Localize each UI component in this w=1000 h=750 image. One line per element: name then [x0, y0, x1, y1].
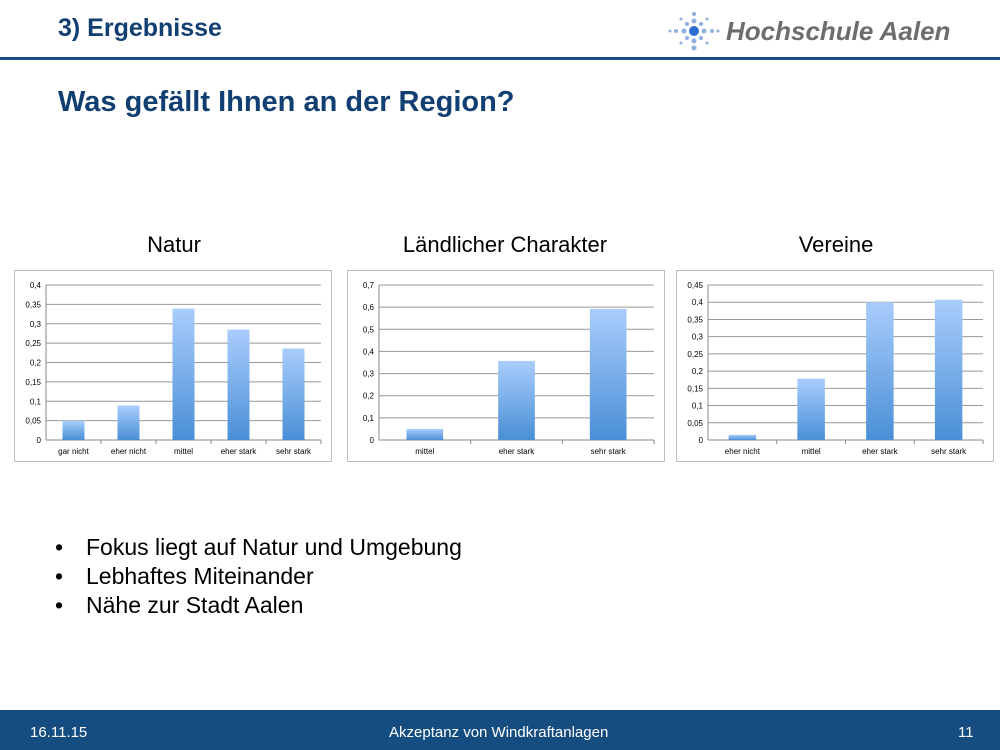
y-tick-label: 0,3 [30, 320, 42, 329]
y-tick-label: 0,2 [30, 359, 42, 368]
footer: 16.11.15 Akzeptanz von Windkraftanlagen … [0, 710, 1000, 750]
footer-topic: Akzeptanz von Windkraftanlagen [389, 724, 609, 741]
y-tick-label: 0,5 [363, 325, 375, 334]
y-tick-label: 0,6 [363, 303, 375, 312]
bar [589, 308, 627, 440]
x-tick-label: gar nicht [58, 447, 89, 456]
y-tick-label: 0,05 [25, 417, 41, 426]
x-tick-label: sehr stark [591, 447, 627, 456]
bullet-item: • Nähe zur Stadt Aalen [55, 592, 462, 621]
bullet-list: • Fokus liegt auf Natur und Umgebung • Leb… [55, 534, 462, 621]
chart-laendlich: 0 0,1 0,2 0,3 0,4 0,5 0,6 0,7 mittel eher stark se… [347, 270, 665, 462]
footer-page-number: 11 [958, 724, 974, 741]
chart-natur: 0 0,05 0,1 0,15 0,2 0,25 0,3 0,35 0,4 gar nicht eh… [14, 270, 332, 462]
y-tick-label: 0 [370, 436, 375, 445]
x-tick-label: sehr stark [931, 447, 967, 456]
bullet-text: Fokus liegt auf Natur und Umgebung [86, 534, 462, 560]
logo-text: Hochschule Aalen [726, 15, 951, 46]
y-tick-label: 0,3 [692, 333, 704, 342]
footer-date: 16.11.15 [30, 724, 88, 741]
bar [172, 308, 195, 440]
y-tick-label: 0,4 [363, 347, 375, 356]
y-tick-label: 0,25 [687, 350, 703, 359]
x-tick-label: eher stark [221, 447, 258, 456]
chart-title-natur: Natur [147, 232, 201, 257]
bar [934, 299, 963, 440]
y-tick-label: 0 [699, 436, 704, 445]
bar [866, 302, 894, 440]
y-tick-label: 0,25 [25, 339, 41, 348]
x-tick-label: eher stark [862, 447, 899, 456]
y-tick-label: 0,1 [692, 402, 704, 411]
bar [797, 378, 825, 440]
x-tick-label: eher nicht [725, 447, 761, 456]
bar [282, 348, 305, 440]
chart-title-laendlich: Ländlicher Charakter [402, 232, 608, 257]
page-title: Was gefällt Ihnen an der Region? [58, 86, 515, 118]
y-tick-label: 0,05 [687, 419, 703, 428]
x-tick-label: mittel [174, 447, 193, 456]
star-burst-icon [668, 12, 720, 51]
bar [62, 420, 85, 440]
chart-vereine: 0 0,05 0,1 0,15 0,2 0,25 0,3 0,35 0,4 0,45 eher ni… [676, 270, 994, 462]
bullet-text: Lebhaftes Miteinander [86, 563, 314, 589]
y-tick-label: 0,35 [25, 300, 41, 309]
y-tick-label: 0,35 [687, 315, 703, 324]
bar [406, 428, 444, 440]
y-tick-label: 0,2 [363, 392, 375, 401]
y-tick-label: 0,7 [363, 281, 375, 290]
y-tick-label: 0,15 [25, 378, 41, 387]
logo: Hochschule Aalen [668, 10, 950, 52]
x-tick-label: mittel [415, 447, 434, 456]
y-tick-label: 0,1 [363, 414, 375, 423]
bar [117, 405, 140, 440]
y-tick-label: 0 [37, 436, 42, 445]
chart-title-vereine: Vereine [798, 232, 874, 257]
y-tick-label: 0,15 [687, 384, 703, 393]
y-tick-label: 0,45 [687, 281, 703, 290]
bullet-item: • Fokus liegt auf Natur und Umgebung [55, 534, 462, 563]
bar [498, 360, 535, 440]
x-tick-label: mittel [802, 447, 821, 456]
header-divider [0, 57, 1000, 60]
x-tick-label: eher stark [499, 447, 536, 456]
x-tick-label: eher nicht [111, 447, 147, 456]
bullet-text: Nähe zur Stadt Aalen [86, 592, 304, 618]
y-tick-label: 0,2 [692, 367, 704, 376]
y-tick-label: 0,4 [30, 281, 42, 290]
section-heading: 3) Ergebnisse [58, 14, 222, 42]
bar [728, 434, 757, 440]
x-tick-label: sehr stark [276, 447, 312, 456]
bullet-item: • Lebhaftes Miteinander [55, 563, 462, 592]
y-tick-label: 0,1 [30, 397, 42, 406]
bar [227, 329, 250, 440]
y-tick-label: 0,4 [692, 298, 704, 307]
y-tick-label: 0,3 [363, 370, 375, 379]
